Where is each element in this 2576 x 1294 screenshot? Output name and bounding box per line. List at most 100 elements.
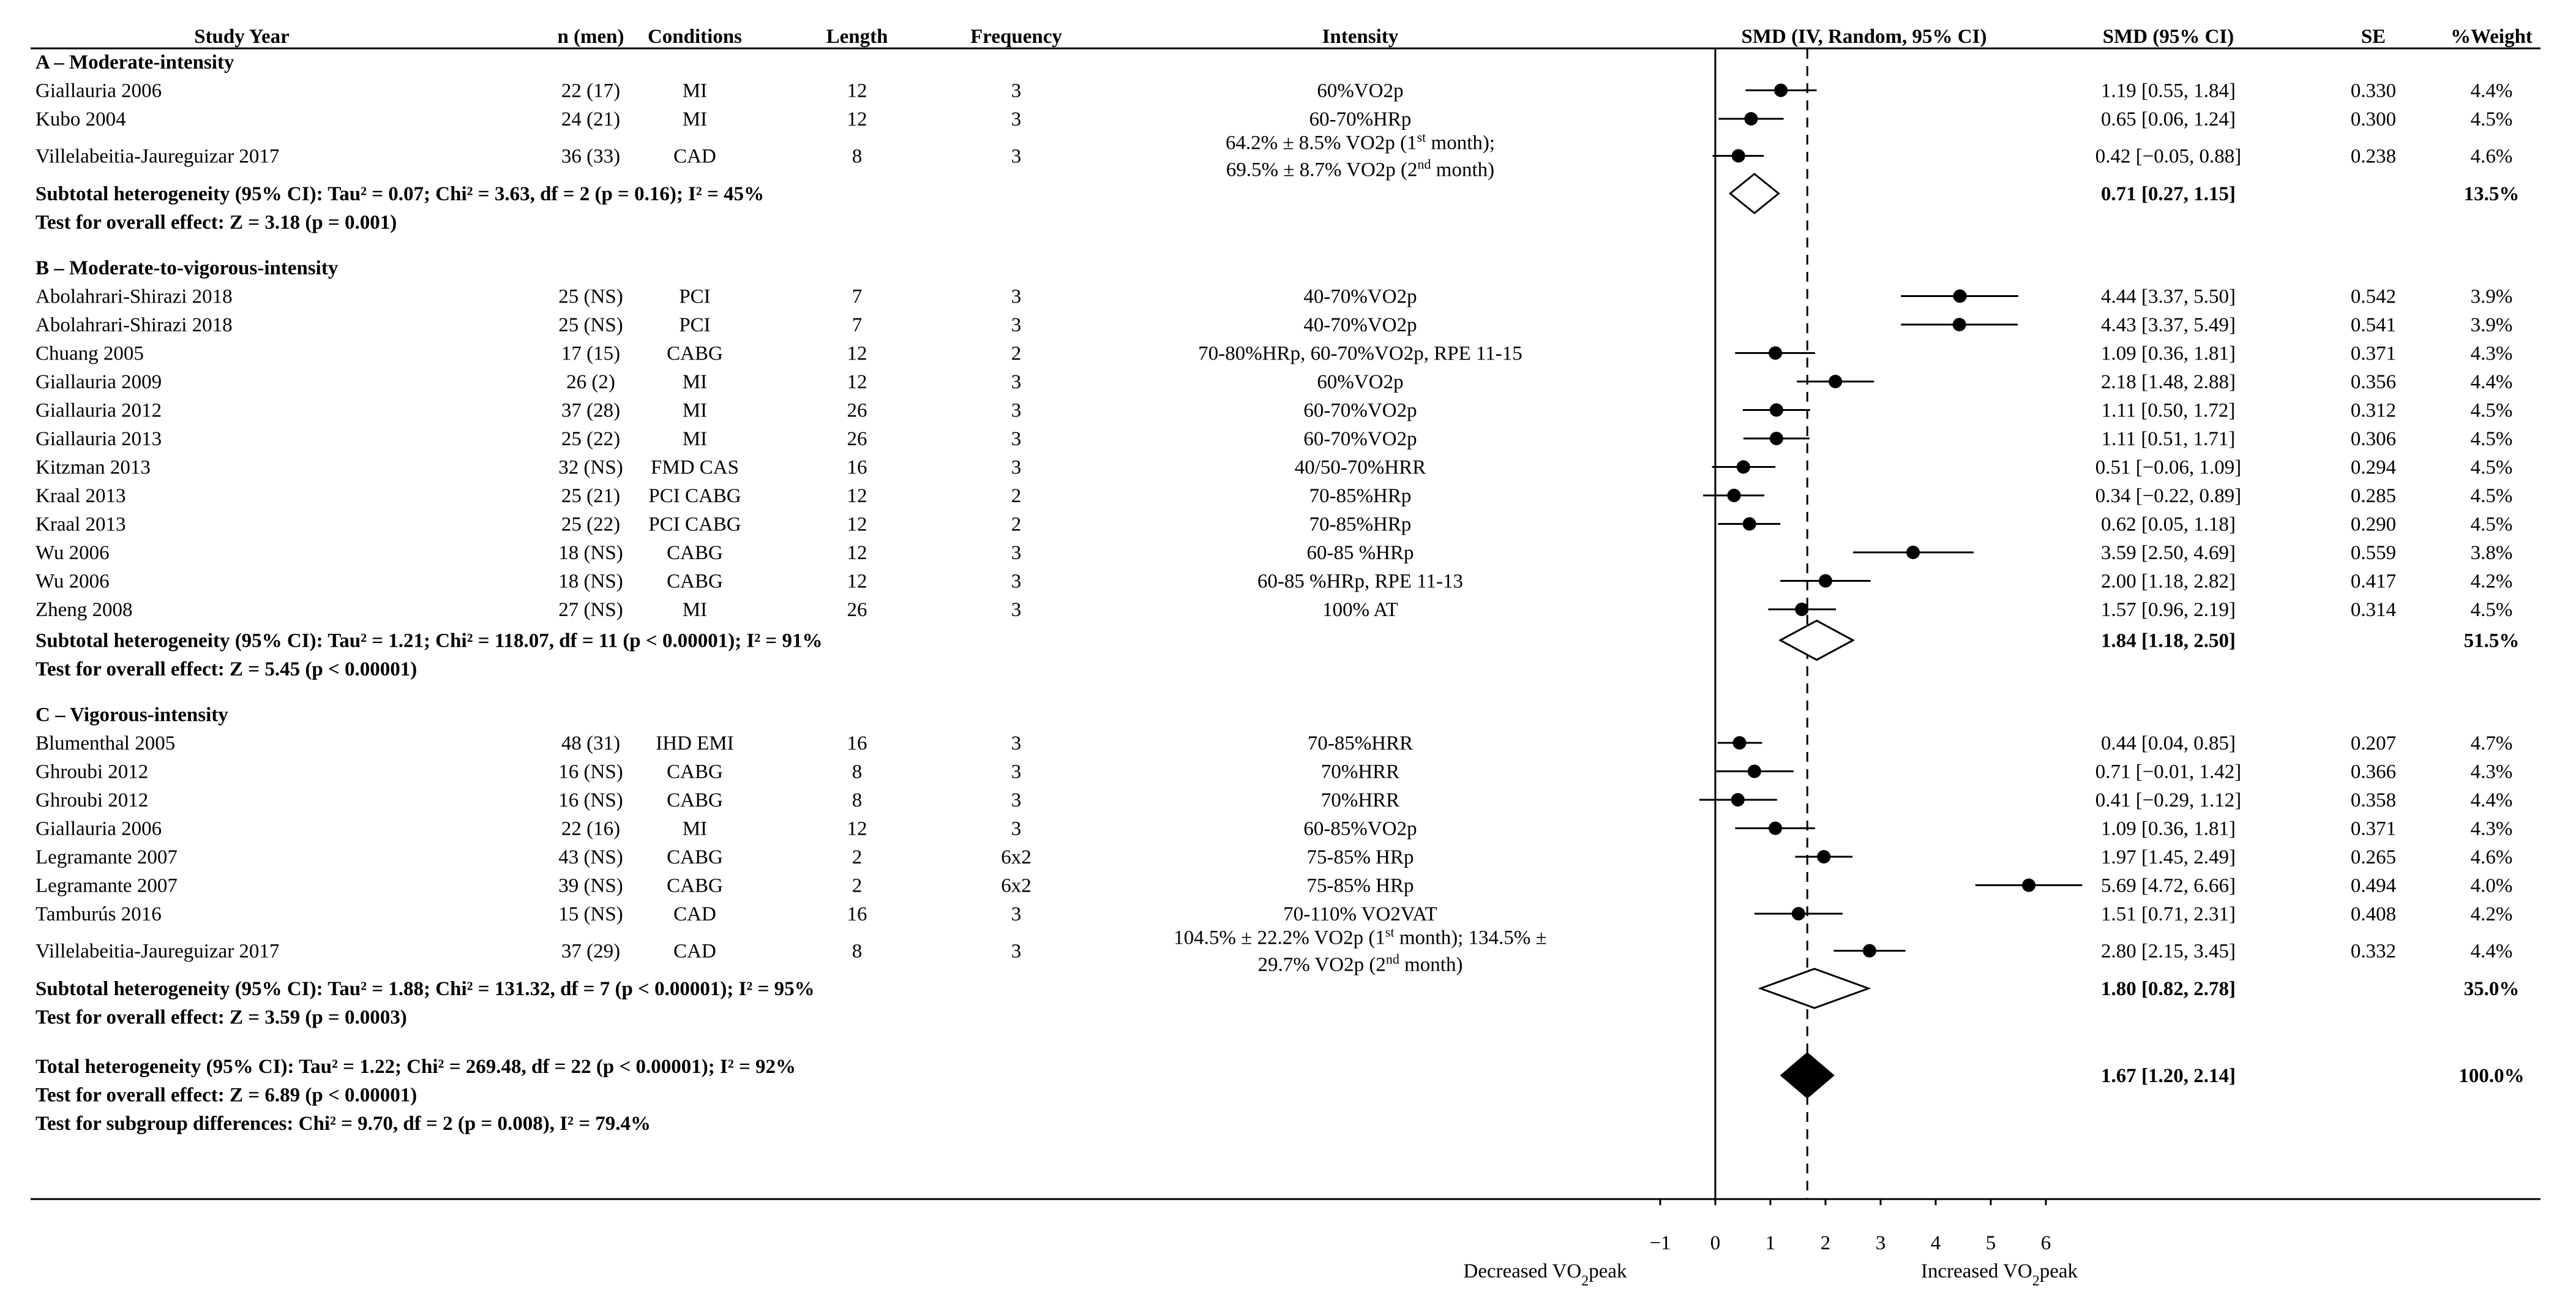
x-label-decreased: Decreased VO2peak bbox=[1463, 1260, 1627, 1289]
study-se: 0.265 bbox=[2351, 846, 2396, 868]
overall-effect: Test for overall effect: Z = 3.59 (p = 0… bbox=[36, 1007, 407, 1029]
header-frequency: Frequency bbox=[970, 26, 1062, 48]
study-weight: 4.4% bbox=[2471, 941, 2513, 963]
study-length: 7 bbox=[852, 286, 863, 308]
study-intensity: 60%VO2p bbox=[1317, 80, 1403, 102]
study-se: 0.332 bbox=[2351, 941, 2396, 963]
study-weight: 4.5% bbox=[2471, 485, 2513, 507]
study-frequency: 6x2 bbox=[1001, 875, 1032, 897]
study-n: 24 (21) bbox=[561, 108, 620, 130]
x-tick-label: 6 bbox=[2041, 1232, 2051, 1254]
study-intensity: 40-70%VO2p bbox=[1303, 314, 1417, 336]
study-point bbox=[1736, 460, 1750, 474]
study-intensity: 60%VO2p bbox=[1317, 371, 1403, 393]
study-weight: 3.8% bbox=[2471, 542, 2513, 564]
study-n: 39 (NS) bbox=[558, 875, 623, 897]
study-conditions: FMD CAS bbox=[651, 457, 739, 479]
study-name: Blumenthal 2005 bbox=[36, 732, 175, 754]
x-label-increased: Increased VO2peak bbox=[1921, 1260, 2078, 1289]
study-weight: 4.4% bbox=[2471, 80, 2513, 102]
study-conditions: MI bbox=[683, 400, 707, 422]
study-smd-ci: 2.18 [1.48, 2.88] bbox=[2101, 371, 2236, 393]
total-diamond bbox=[1780, 1052, 1835, 1099]
x-tick-label: 4 bbox=[1931, 1232, 1941, 1254]
study-intensity: 60-85 %HRp, RPE 11-13 bbox=[1257, 571, 1463, 593]
study-frequency: 3 bbox=[1011, 400, 1022, 422]
study-conditions: PCI bbox=[679, 314, 710, 336]
study-n: 26 (2) bbox=[566, 371, 615, 393]
subtotal-diamond bbox=[1778, 619, 1855, 661]
study-name: Legramante 2007 bbox=[36, 875, 178, 897]
study-point bbox=[1769, 346, 1783, 360]
study-weight: 4.5% bbox=[2471, 599, 2513, 621]
study-se: 0.366 bbox=[2351, 761, 2396, 783]
study-smd-ci: 1.09 [0.36, 1.81] bbox=[2101, 343, 2236, 365]
study-se: 0.371 bbox=[2351, 818, 2396, 840]
study-length: 16 bbox=[847, 903, 867, 925]
x-tick-label: 1 bbox=[1765, 1232, 1776, 1254]
study-weight: 4.2% bbox=[2471, 903, 2513, 925]
study-intensity: 70%HRR bbox=[1321, 761, 1399, 783]
study-smd-ci: 3.59 [2.50, 4.69] bbox=[2101, 542, 2236, 564]
x-tick-label: 5 bbox=[1986, 1232, 1996, 1254]
subtotal-weight: 51.5% bbox=[2464, 630, 2520, 652]
study-intensity: 29.7% VO2p (2nd month) bbox=[1258, 951, 1463, 976]
study-name: Giallauria 2006 bbox=[36, 818, 162, 840]
study-length: 12 bbox=[847, 371, 867, 393]
study-frequency: 3 bbox=[1011, 542, 1022, 564]
study-n: 25 (NS) bbox=[558, 314, 623, 336]
study-se: 0.417 bbox=[2351, 571, 2396, 593]
study-frequency: 3 bbox=[1011, 599, 1022, 621]
study-weight: 4.3% bbox=[2471, 818, 2513, 840]
study-smd-ci: 0.44 [0.04, 0.85] bbox=[2101, 732, 2236, 754]
study-se: 0.356 bbox=[2351, 371, 2396, 393]
study-conditions: CABG bbox=[667, 761, 723, 783]
study-point bbox=[1817, 850, 1831, 863]
study-se: 0.290 bbox=[2351, 514, 2396, 536]
study-name: Villelabeitia-Jaureguizar 2017 bbox=[36, 146, 279, 168]
study-smd-ci: 4.43 [3.37, 5.49] bbox=[2101, 314, 2236, 336]
study-se: 0.559 bbox=[2351, 542, 2396, 564]
subtotal-diamond bbox=[1758, 968, 1871, 1009]
study-frequency: 3 bbox=[1011, 818, 1022, 840]
study-length: 7 bbox=[852, 314, 863, 336]
header-length: Length bbox=[826, 26, 888, 48]
study-se: 0.408 bbox=[2351, 903, 2396, 925]
subtotal-diamond bbox=[1728, 173, 1780, 214]
study-length: 12 bbox=[847, 485, 867, 507]
study-name: Legramante 2007 bbox=[36, 846, 178, 868]
study-point bbox=[2022, 878, 2036, 892]
study-se: 0.312 bbox=[2351, 400, 2396, 422]
header-n: n (men) bbox=[557, 26, 624, 48]
study-point bbox=[1769, 432, 1783, 445]
study-frequency: 3 bbox=[1011, 732, 1022, 754]
study-name: Villelabeitia-Jaureguizar 2017 bbox=[36, 941, 279, 963]
study-length: 26 bbox=[847, 428, 867, 450]
study-intensity: 40/50-70%HRR bbox=[1295, 457, 1426, 479]
study-n: 17 (15) bbox=[561, 343, 620, 365]
study-point bbox=[1906, 546, 1920, 559]
study-point bbox=[1731, 793, 1745, 807]
study-frequency: 2 bbox=[1011, 514, 1022, 536]
study-name: Abolahrari-Shirazi 2018 bbox=[36, 314, 233, 336]
study-se: 0.285 bbox=[2351, 485, 2396, 507]
x-tick-label: 3 bbox=[1876, 1232, 1886, 1254]
study-conditions: CABG bbox=[667, 789, 723, 811]
study-point bbox=[1819, 574, 1832, 588]
study-weight: 4.5% bbox=[2471, 514, 2513, 536]
study-length: 12 bbox=[847, 514, 867, 536]
study-se: 0.494 bbox=[2351, 875, 2396, 897]
header-study: Study Year bbox=[194, 26, 290, 48]
study-frequency: 3 bbox=[1011, 761, 1022, 783]
study-point bbox=[1774, 83, 1788, 97]
study-point bbox=[1953, 289, 1967, 303]
study-conditions: PCI CABG bbox=[648, 514, 741, 536]
study-conditions: IHD EMI bbox=[656, 732, 733, 754]
study-point bbox=[1829, 375, 1843, 388]
study-n: 22 (16) bbox=[561, 818, 620, 840]
group-heading: B – Moderate-to-vigorous-intensity bbox=[36, 257, 339, 279]
study-weight: 4.5% bbox=[2471, 428, 2513, 450]
subtotal-weight: 13.5% bbox=[2464, 183, 2520, 205]
study-weight: 4.4% bbox=[2471, 789, 2513, 811]
study-frequency: 3 bbox=[1011, 428, 1022, 450]
